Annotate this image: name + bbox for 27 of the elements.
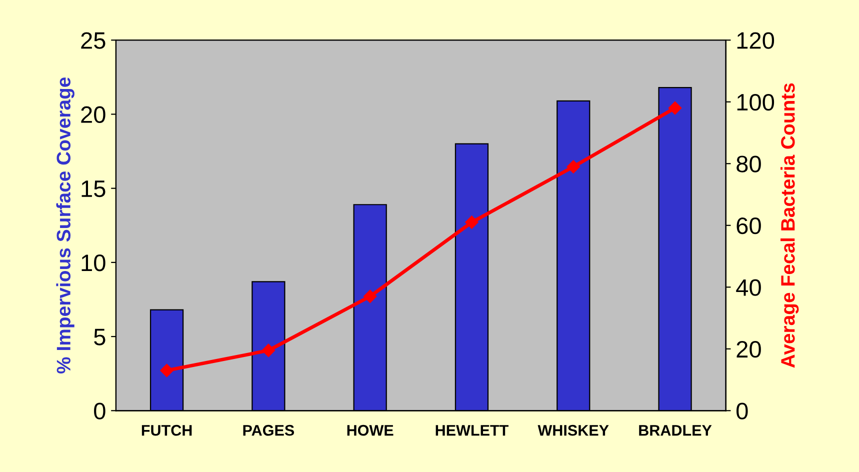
y2-tick-label: 100	[737, 94, 774, 111]
y2-tick-label: 0	[736, 402, 748, 420]
point	[160, 364, 174, 378]
x-tick-label: FUTCH	[142, 424, 192, 436]
y2-tick-label: 40	[736, 279, 761, 296]
point	[668, 101, 682, 115]
y2-axis-title: Average Fecal Bacteria Counts	[780, 83, 799, 368]
y-tick-label: 20	[81, 106, 106, 124]
y-tick-label: 25	[81, 32, 106, 49]
point	[566, 160, 580, 174]
y2-tick-label: 20	[736, 340, 761, 358]
x-tick-label: BRADLEY	[639, 425, 712, 436]
x-tick-label: WHISKEY	[538, 424, 609, 436]
y-tick-label: 0	[94, 402, 106, 420]
x-tick-label: HOWE	[347, 424, 394, 436]
x-tick-label: PAGES	[243, 424, 294, 436]
point	[262, 344, 276, 358]
point	[364, 290, 377, 303]
y-tick-label: 10	[82, 254, 106, 272]
y2-tick-label: 60	[736, 217, 761, 234]
x-tick-label: HEWLETT	[436, 425, 508, 436]
point	[465, 216, 478, 229]
y2-tick-label: 80	[736, 156, 761, 172]
y-axis-title: % Impervious Surface Coverage	[56, 77, 74, 374]
y-tick-label: 5	[94, 328, 106, 346]
y-tick-label: 15	[82, 180, 106, 198]
y2-tick-label: 120	[737, 32, 774, 49]
